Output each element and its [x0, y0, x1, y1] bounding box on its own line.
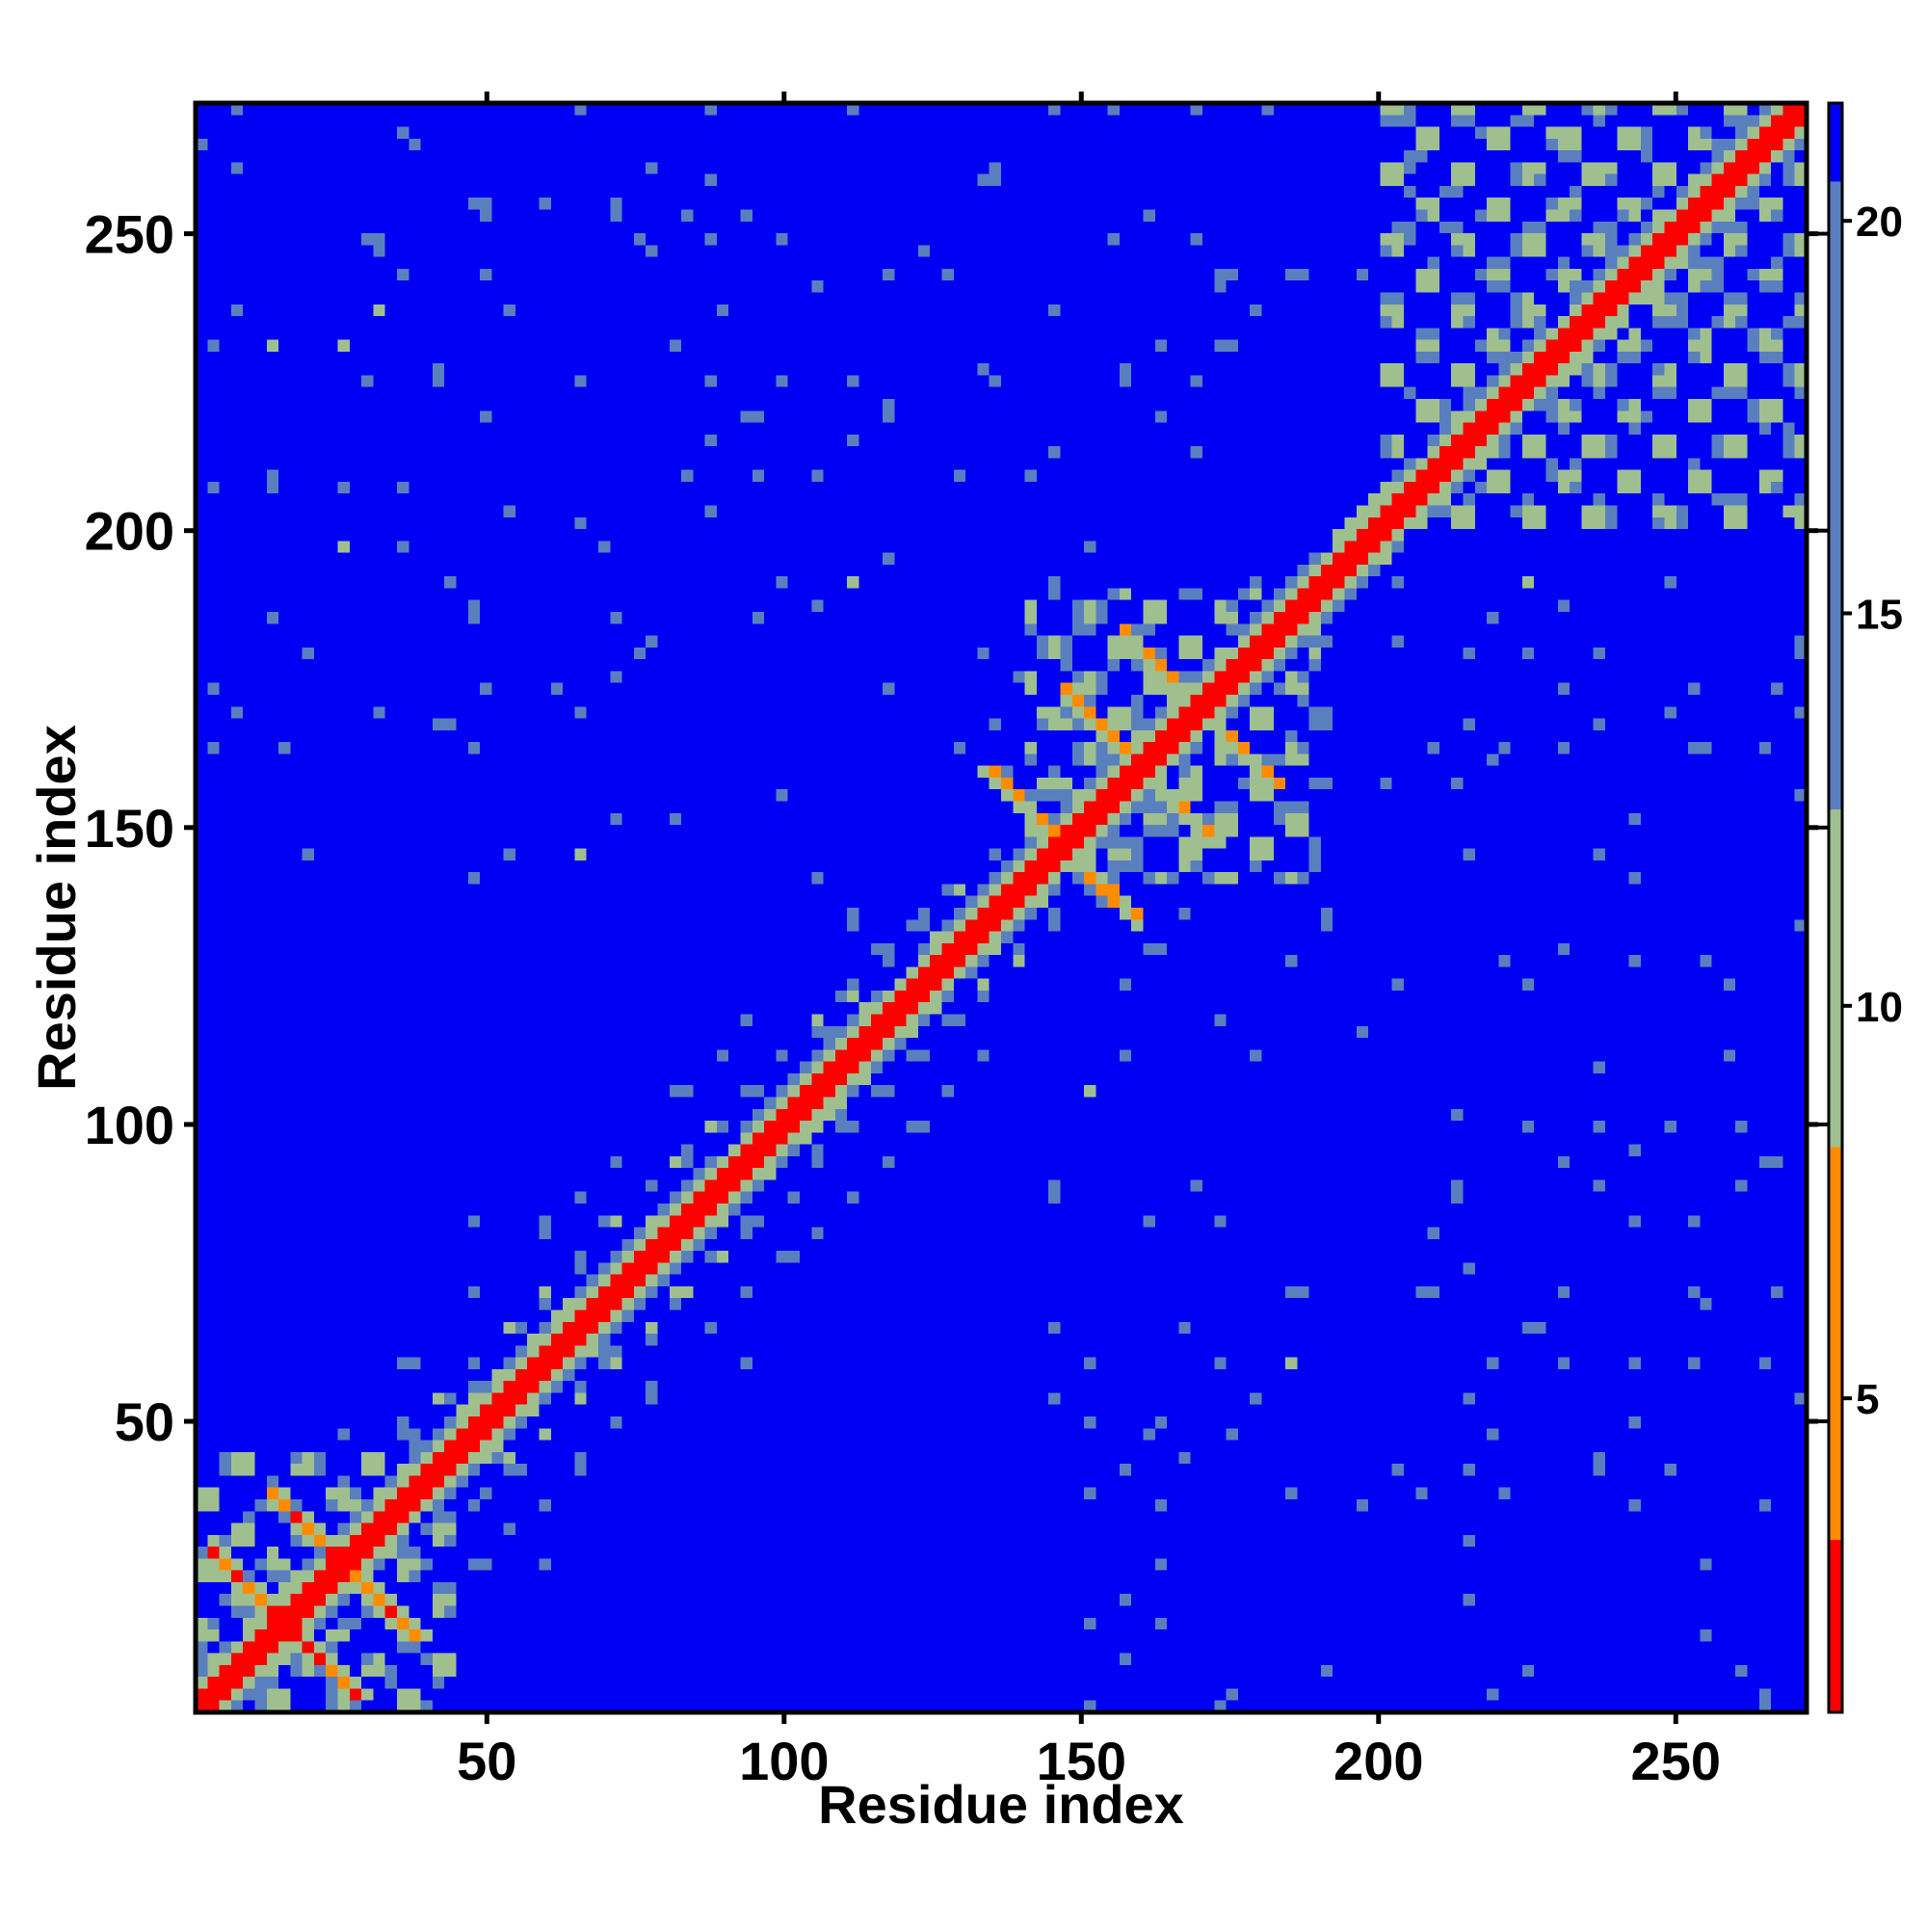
y-axis-label: Residue index — [26, 725, 87, 1091]
plot-frame — [193, 100, 1809, 1715]
x-tick-label: 50 — [457, 1731, 516, 1791]
colorbar-segment — [1829, 181, 1842, 810]
x-axis-label: Residue index — [818, 1774, 1184, 1835]
heatmap-image — [196, 103, 1807, 1712]
y-tick-label: 250 — [85, 204, 174, 265]
colorbar-segment — [1829, 1539, 1842, 1712]
y-tick-label: 50 — [115, 1391, 174, 1452]
colorbar-tick-label: 5 — [1856, 1376, 1879, 1423]
x-tick-label: 250 — [1631, 1731, 1721, 1791]
x-tick-label: 200 — [1333, 1731, 1423, 1791]
colorbar-frame — [1827, 101, 1844, 1714]
colorbar-segment — [1829, 103, 1842, 182]
colorbar-segment — [1829, 1147, 1842, 1540]
y-tick-label: 150 — [85, 798, 174, 859]
y-tick-label: 100 — [85, 1095, 174, 1155]
x-axis-ticks: 50 100 150 200 250 — [457, 92, 1721, 1791]
x-tick-label: 150 — [1037, 1731, 1126, 1791]
colorbar-tick-label: 15 — [1856, 592, 1903, 639]
y-axis-ticks: 50 100 150 200 250 — [85, 204, 1818, 1452]
colorbar-tick-label: 20 — [1856, 198, 1903, 246]
x-tick-label: 100 — [739, 1731, 829, 1791]
colorbar-segment — [1829, 809, 1842, 1148]
y-tick-label: 200 — [85, 501, 174, 562]
heatmap-cells — [196, 103, 1807, 1712]
colorbar: 5 10 15 20 — [1817, 101, 1903, 1714]
colorbar-tick-label: 10 — [1856, 984, 1903, 1031]
